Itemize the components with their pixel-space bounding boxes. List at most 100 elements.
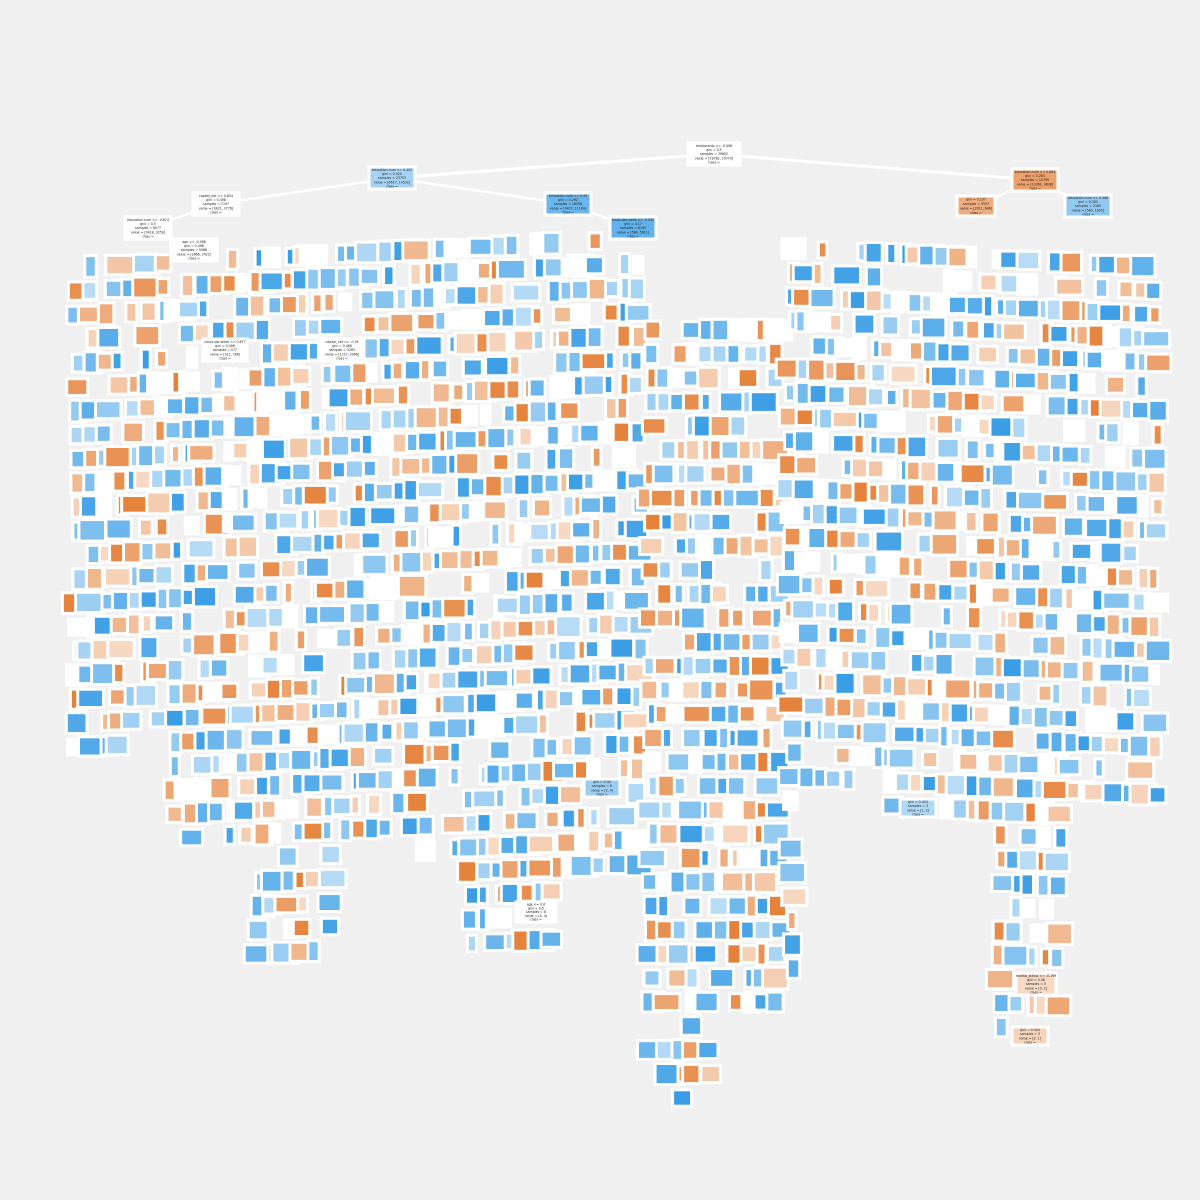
tree-node-line: value = [584, 5611] — [617, 230, 649, 234]
tree-leaf-node — [752, 463, 781, 485]
tree-leaf-node — [1041, 492, 1069, 512]
tree-leaf-node — [334, 266, 349, 290]
tree-leaf-node — [1098, 540, 1124, 565]
tree-leaf-node — [699, 1064, 722, 1085]
tree-node-line: samples = 16556 — [554, 202, 582, 206]
tree-leaf-node — [606, 805, 638, 828]
tree-leaf-node — [839, 648, 852, 671]
tree-leaf-node — [1114, 710, 1137, 733]
tree-leaf-node — [1142, 446, 1168, 471]
tree-leaf-node — [736, 367, 760, 389]
tree-leaf-node — [514, 449, 534, 472]
tree-leaf-node — [1101, 590, 1132, 611]
tree-leaf-node — [587, 231, 603, 251]
tree-leaf-node — [282, 580, 294, 605]
tree-leaf-node — [205, 562, 231, 582]
tree-leaf-node — [138, 635, 160, 660]
tree-leaf-node — [139, 300, 158, 323]
tree-leaf-node — [978, 272, 999, 293]
tree-leaf-node — [1085, 707, 1116, 733]
tree-leaf-node — [415, 480, 445, 500]
tree-leaf-node — [749, 631, 774, 653]
tree-leaf-node — [716, 606, 732, 630]
tree-leaf-node — [676, 798, 707, 822]
tree-leaf-node — [1016, 273, 1039, 296]
tree-leaf-node — [1056, 756, 1082, 777]
tree-leaf-node — [104, 733, 130, 757]
tree-leaf-node — [1136, 566, 1150, 591]
tree-leaf-node — [646, 774, 659, 798]
tree-leaf-node — [684, 966, 700, 990]
tree-leaf-nodes — [60, 231, 1173, 1108]
tree-leaf-node — [544, 446, 559, 472]
tree-leaf-node — [164, 707, 186, 729]
tree-leaf-node — [586, 276, 609, 302]
tree-node-line: capital_net <= 0.654 — [199, 194, 233, 198]
tree-leaf-node — [586, 828, 602, 854]
tree-leaf-node — [677, 822, 706, 846]
tree-leaf-node — [988, 415, 1016, 439]
tree-leaf-node — [643, 319, 663, 341]
tree-node-line: samples = 2165 — [1075, 204, 1101, 208]
tree-leaf-node — [186, 538, 216, 560]
tree-node-box — [1014, 971, 1058, 997]
tree-leaf-node — [253, 317, 272, 343]
tree-leaf-node — [465, 716, 478, 739]
tree-leaf-node — [558, 784, 583, 806]
tree-node-box — [318, 337, 366, 363]
tree-leaf-node — [604, 278, 621, 299]
tree-leaf-node — [720, 822, 751, 846]
tree-edge — [391, 152, 715, 180]
tree-leaf-node — [305, 317, 322, 337]
tree-leaf-node — [248, 293, 267, 319]
tree-leaf-node — [647, 821, 660, 847]
tree-node-line: class = — [142, 234, 154, 238]
tree-leaf-node — [754, 895, 771, 917]
tree-leaf-node — [1117, 279, 1135, 300]
tree-node-line: samples = 5 — [1026, 982, 1046, 986]
tree-leaf-node — [585, 325, 604, 349]
tree-leaf-node — [358, 266, 381, 286]
tree-leaf-node — [1019, 872, 1035, 897]
tree-leaf-node — [866, 386, 885, 408]
tree-leaf-node — [602, 565, 623, 588]
tree-leaf-node — [483, 932, 509, 952]
tree-leaf-node — [317, 867, 348, 890]
tree-leaf-node — [801, 718, 814, 741]
tree-leaf-node — [1121, 543, 1139, 564]
tree-leaf-node — [433, 310, 448, 332]
tree-leaf-node — [717, 725, 731, 751]
tree-leaf-node — [512, 642, 536, 663]
tree-leaf-node — [223, 727, 245, 752]
tree-leaf-node — [311, 292, 324, 314]
tree-node-line: value = [3421, 3776] — [199, 206, 233, 210]
tree-leaf-node — [1141, 329, 1172, 349]
tree-leaf-node — [590, 445, 603, 469]
tree-leaf-node — [670, 918, 688, 942]
tree-leaf-node — [671, 487, 687, 510]
tree-leaf-node — [1023, 800, 1038, 825]
tree-node-line: class = — [219, 356, 231, 360]
tree-leaf-node — [301, 483, 330, 507]
tree-leaf-node — [248, 728, 276, 748]
tree-leaf-node — [603, 588, 617, 613]
tree-leaf-node — [81, 280, 99, 301]
tree-leaf-node — [347, 745, 367, 770]
tree-leaf-node — [1125, 759, 1156, 781]
tree-leaf-node — [108, 687, 127, 707]
tree-node-line: samples = 3283 — [329, 348, 355, 352]
tree-leaf-node — [461, 572, 475, 595]
tree-node-line: class = — [336, 356, 348, 360]
tree-leaf-node — [852, 335, 867, 361]
tree-leaf-node — [558, 400, 581, 421]
tree-leaf-node — [420, 285, 436, 310]
tree-leaf-node — [785, 957, 802, 980]
tree-leaf-node — [642, 655, 656, 677]
tree-leaf-node — [782, 668, 800, 693]
tree-leaf-node — [163, 420, 184, 441]
tree-leaf-node — [396, 573, 428, 599]
tree-leaf-node — [825, 646, 842, 671]
tree-leaf-node — [111, 469, 128, 493]
tree-leaf-node — [655, 919, 674, 941]
